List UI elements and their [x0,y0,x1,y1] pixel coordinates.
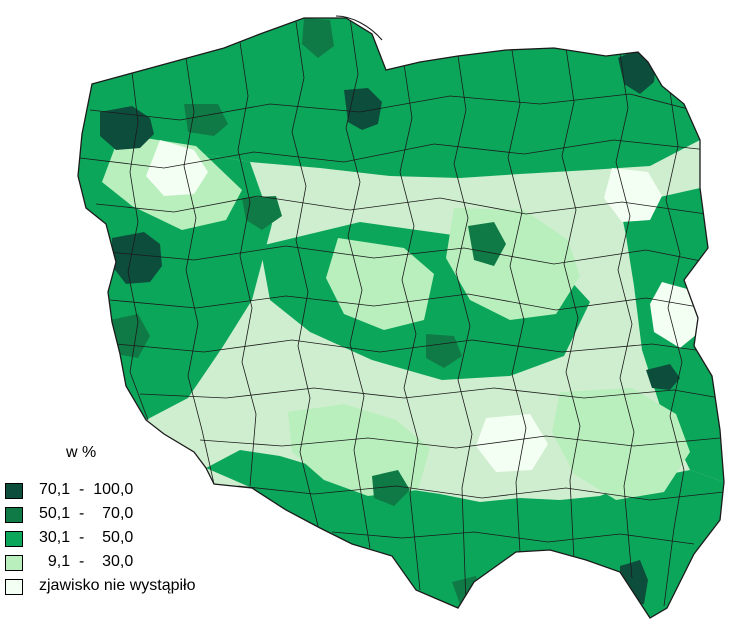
region-fill-lightest-3 [650,282,702,348]
border-column-2 [183,57,215,485]
border-line-2 [79,139,709,169]
border-line-3 [95,195,707,215]
region-fill-lightest-1 [146,140,208,196]
border-column-9 [561,47,581,561]
border-line-6 [115,339,711,353]
region-fill-dark-1 [302,18,334,58]
region-fill-light-east [552,388,690,500]
legend-title: w % [66,444,97,461]
legend-label-30-50: 30,1 - 50,0 [39,529,134,546]
border-column-6 [399,63,421,591]
region-fill-dark-2 [184,104,228,136]
border-column-3 [237,41,257,487]
hel-peninsula-outline [335,15,383,41]
border-column-4 [291,21,319,527]
legend-item-30-50: 30,1 - 50,0 [5,529,245,553]
border-column-10 [615,53,635,579]
region-fill-lightest-4 [476,414,548,472]
legend-label-none: zjawisko nie wystąpiło [39,577,196,594]
region-fill-darkest-kashubia [344,88,382,130]
region-fill-dark-5 [242,196,282,230]
border-line-4 [107,245,707,265]
country-outline [77,17,725,619]
border-line-8 [199,435,721,449]
region-fill-darkest-lubusz [112,232,162,284]
border-line-5 [109,293,705,311]
legend-swatch-50-70 [5,507,23,523]
border-line-7 [139,387,721,399]
legend-swatch-none [5,579,23,595]
legend-swatch-9-30 [5,555,23,571]
legend-label-9-30: 9,1 - 30,0 [39,553,134,570]
region-fill-darkest-pomerania [100,106,154,150]
region-fill-dark-4 [468,222,506,266]
border-column-5 [345,18,371,549]
border-column-1 [127,71,149,421]
border-column-7 [453,55,473,605]
legend-item-70-100: 70,1 - 100,0 [5,481,245,505]
region-fill-dark-3 [110,314,150,358]
legend-swatch-70-100 [5,483,23,499]
region-fill-north [82,18,700,178]
map-legend: 70,1 - 100,0 50,1 - 70,0 30,1 - 50,0 9,1… [5,481,245,601]
border-column-8 [507,49,527,553]
legend-label-50-70: 50,1 - 70,0 [39,505,134,522]
legend-item-none: zjawisko nie wystąpiło [5,577,245,601]
region-fill-darkest-east-center [646,364,680,390]
border-line-10 [331,531,695,545]
region-borders [79,18,724,607]
legend-item-50-70: 50,1 - 70,0 [5,505,245,529]
border-column-11 [663,91,685,607]
border-line-9 [237,485,724,501]
legend-label-70-100: 70,1 - 100,0 [39,481,134,498]
legend-item-9-30: 9,1 - 30,0 [5,553,245,577]
legend-swatch-30-50 [5,531,23,547]
region-fill-dark-7 [372,470,410,506]
region-fill-lightest-2 [604,168,662,222]
border-line-1 [89,93,701,121]
region-fill-light-center [326,238,434,330]
